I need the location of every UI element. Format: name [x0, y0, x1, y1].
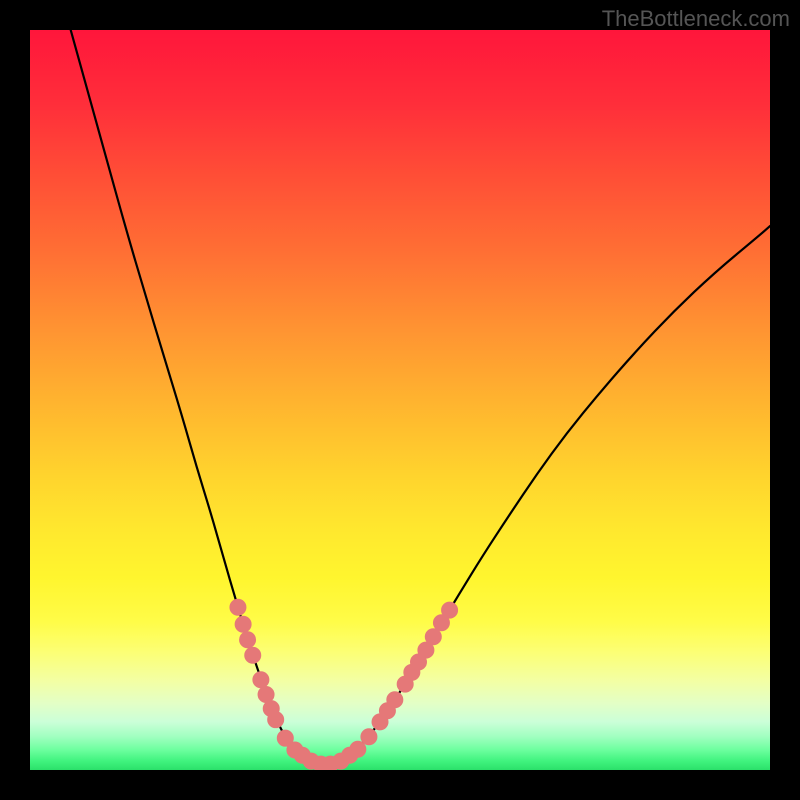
data-marker	[253, 672, 269, 688]
data-marker	[230, 599, 246, 615]
data-marker	[245, 647, 261, 663]
data-marker	[425, 629, 441, 645]
data-marker	[442, 602, 458, 618]
data-marker	[268, 712, 284, 728]
chart-svg	[30, 30, 770, 770]
data-marker	[387, 692, 403, 708]
data-marker	[361, 729, 377, 745]
plot-area	[30, 30, 770, 770]
marker-group	[230, 599, 458, 770]
data-marker	[350, 741, 366, 757]
data-marker	[240, 632, 256, 648]
data-marker	[235, 616, 251, 632]
watermark-text: TheBottleneck.com	[602, 6, 790, 32]
